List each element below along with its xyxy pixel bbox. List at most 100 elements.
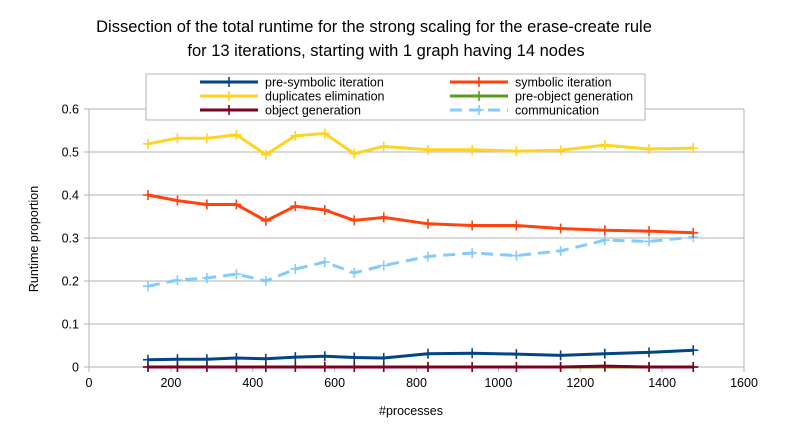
data-point — [201, 133, 212, 144]
data-point — [688, 143, 699, 154]
y-tick-label: 0.1 — [62, 318, 79, 332]
y-tick-label: 0.2 — [62, 275, 79, 289]
x-tick-label: 800 — [406, 376, 427, 390]
data-point — [599, 140, 610, 151]
x-tick-label: 1000 — [484, 376, 512, 390]
series-duplicates-elimination — [142, 128, 699, 160]
x-tick-label: 1200 — [566, 376, 594, 390]
series-communication — [142, 232, 699, 292]
legend-entry-pre-symbolic-iteration: pre-symbolic iteration — [200, 76, 384, 90]
data-point — [467, 348, 478, 359]
data-point — [349, 362, 360, 372]
x-tick-label: 1600 — [730, 376, 758, 390]
series-line-object-generation — [147, 364, 694, 369]
data-point — [511, 250, 522, 261]
data-point — [349, 267, 360, 278]
data-point — [555, 245, 566, 256]
data-point — [349, 215, 360, 226]
legend: pre-symbolic iteration symbolic iteration… — [145, 73, 646, 121]
y-tick-labels: 0 0.1 0.2 0.3 0.4 0.5 0.6 — [62, 103, 79, 375]
data-point — [319, 351, 330, 362]
data-point — [644, 143, 655, 154]
data-point — [644, 362, 655, 372]
legend-label: communication — [515, 104, 599, 118]
x-tick-label: 600 — [324, 376, 345, 390]
data-point — [555, 362, 566, 372]
data-point — [599, 361, 610, 372]
y-tick-label: 0.5 — [62, 146, 79, 160]
data-point — [201, 199, 212, 210]
data-point — [599, 348, 610, 359]
data-point — [688, 362, 699, 372]
data-point — [555, 350, 566, 361]
data-point — [142, 281, 153, 292]
data-point — [511, 220, 522, 231]
legend-entry-object-generation: object generation — [200, 104, 361, 118]
data-point — [319, 362, 330, 372]
data-point — [319, 257, 330, 268]
legend-entry-pre-object-generation: pre-object generation — [450, 90, 633, 104]
data-point — [644, 226, 655, 237]
data-point — [231, 352, 242, 363]
y-axis-label: Runtime proportion — [27, 186, 41, 292]
data-point — [142, 138, 153, 149]
data-point — [378, 212, 389, 223]
data-point — [231, 129, 242, 140]
legend-entry-communication: communication — [450, 104, 599, 118]
data-point — [349, 148, 360, 159]
data-point — [467, 362, 478, 372]
data-point — [290, 352, 301, 363]
data-point — [231, 362, 242, 372]
data-point — [555, 145, 566, 156]
data-point — [555, 223, 566, 234]
data-point — [511, 362, 522, 372]
data-point — [319, 205, 330, 216]
data-point — [378, 141, 389, 152]
data-point — [290, 362, 301, 372]
data-point — [260, 149, 271, 160]
chart-title-line2: for 13 iterations, starting with 1 graph… — [187, 42, 584, 60]
x-tick-labels: 0 200 400 600 800 1000 1200 1400 1600 — [86, 376, 758, 390]
series-symbolic-iteration — [142, 190, 699, 238]
legend-label: pre-symbolic iteration — [265, 76, 384, 90]
data-point — [349, 352, 360, 363]
data-point — [511, 146, 522, 157]
data-point — [644, 347, 655, 358]
data-point — [290, 263, 301, 274]
data-point — [599, 225, 610, 236]
data-point — [201, 354, 212, 365]
data-point — [688, 227, 699, 238]
data-point — [378, 260, 389, 271]
series-layer — [142, 128, 699, 372]
data-point — [422, 218, 433, 229]
data-point — [467, 144, 478, 155]
data-point — [467, 248, 478, 259]
legend-entry-symbolic-iteration: symbolic iteration — [450, 76, 612, 90]
series-pre-symbolic-iteration — [142, 345, 699, 365]
y-tick-label: 0 — [72, 361, 79, 375]
y-tick-label: 0.6 — [62, 103, 79, 117]
series-line-symbolic-iteration — [147, 193, 694, 235]
data-point — [511, 349, 522, 360]
x-tick-label: 200 — [160, 376, 181, 390]
data-point — [378, 362, 389, 372]
data-point — [201, 272, 212, 283]
data-point — [260, 276, 271, 286]
data-point — [422, 362, 433, 372]
data-point — [142, 354, 153, 365]
chart-title-line1: Dissection of the total runtime for the … — [96, 18, 652, 36]
data-point — [142, 190, 153, 200]
series-object-generation — [142, 361, 699, 372]
y-tick-label: 0.4 — [62, 189, 79, 203]
data-point — [319, 128, 330, 139]
y-tick-label: 0.3 — [62, 232, 79, 246]
legend-label: pre-object generation — [515, 90, 633, 104]
data-point — [422, 348, 433, 359]
x-axis-label: #processes — [379, 404, 443, 418]
x-tick-label: 0 — [86, 376, 93, 390]
data-point — [290, 130, 301, 141]
legend-label: symbolic iteration — [515, 76, 612, 90]
data-point — [231, 199, 242, 210]
legend-label: duplicates elimination — [265, 90, 385, 104]
x-tick-label: 400 — [242, 376, 263, 390]
